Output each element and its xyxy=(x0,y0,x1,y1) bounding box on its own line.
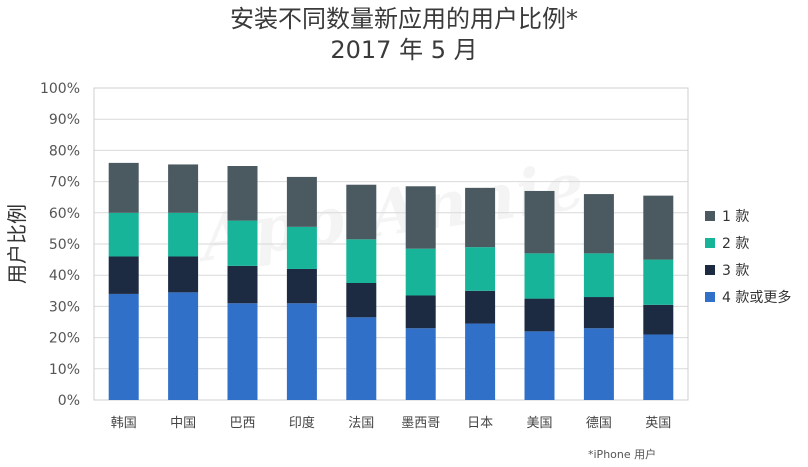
y-axis-label: 用户比例 xyxy=(5,204,29,284)
y-tick-label: 10% xyxy=(49,362,80,378)
x-tick-label: 巴西 xyxy=(229,416,255,431)
y-tick-label: 50% xyxy=(49,237,80,253)
x-tick-label: 墨西哥 xyxy=(401,416,440,431)
bar-segment xyxy=(524,298,555,332)
y-tick-label: 30% xyxy=(49,299,80,315)
bar-segment xyxy=(583,253,614,298)
legend-swatch xyxy=(705,265,715,275)
bar-segment xyxy=(227,303,258,400)
bar-segment xyxy=(108,162,139,213)
legend-label: 3 款 xyxy=(722,263,749,279)
bar-segment xyxy=(643,334,674,400)
bar-segment xyxy=(168,164,199,213)
bar-segment xyxy=(524,253,555,299)
bar-segment xyxy=(405,328,436,400)
bar-segment xyxy=(227,220,258,266)
bar-segment xyxy=(168,256,199,293)
y-tick-label: 80% xyxy=(49,143,80,159)
x-tick-label: 印度 xyxy=(289,415,315,431)
y-tick-label: 90% xyxy=(49,112,80,128)
x-tick-label: 日本 xyxy=(467,416,493,431)
bar-segment xyxy=(346,317,377,400)
legend-swatch xyxy=(705,292,715,302)
bar-segment xyxy=(405,295,436,329)
bar-segment xyxy=(465,247,496,291)
bar-segment xyxy=(346,184,377,240)
bar-segment xyxy=(168,212,199,257)
bar-segment xyxy=(405,248,436,296)
bar-segment xyxy=(465,323,496,400)
legend-label: 2 款 xyxy=(722,236,749,252)
bar-segment xyxy=(286,303,317,400)
chart-title-line1: 安装不同数量新应用的用户比例* xyxy=(230,5,578,33)
y-tick-label: 70% xyxy=(49,175,80,191)
bar-segment xyxy=(286,226,317,269)
bar-segment xyxy=(643,259,674,305)
bar-segment xyxy=(583,328,614,400)
y-tick-label: 60% xyxy=(49,206,80,222)
bar-segment xyxy=(465,290,496,324)
y-tick-label: 40% xyxy=(49,268,80,284)
y-tick-label: 20% xyxy=(49,331,80,347)
bar-segment xyxy=(286,176,317,227)
legend-label: 4 款或更多 xyxy=(722,289,791,306)
bar-segment xyxy=(583,194,614,254)
footnote: *iPhone 用户 xyxy=(588,448,657,461)
chart-title-line2: 2017 年 5 月 xyxy=(330,36,478,64)
bar-segment xyxy=(524,331,555,400)
x-tick-label: 美国 xyxy=(526,416,552,431)
bar-segment xyxy=(346,283,377,318)
bar-segment xyxy=(346,239,377,283)
x-tick-label: 韩国 xyxy=(111,416,137,431)
chart-title: 安装不同数量新应用的用户比例* 2017 年 5 月 xyxy=(0,4,808,66)
bar-segment xyxy=(583,297,614,329)
y-tick-label: 0% xyxy=(58,393,80,409)
bar-segment xyxy=(286,268,317,304)
bar-segment xyxy=(465,187,496,248)
bar-segment xyxy=(168,292,199,400)
bar-segment xyxy=(108,293,139,400)
plot-frame xyxy=(93,87,689,401)
bar-segment xyxy=(227,166,258,221)
bar-segment xyxy=(643,195,674,260)
x-tick-label: 法国 xyxy=(348,416,374,431)
bar-segment xyxy=(524,190,555,254)
bar-segment xyxy=(227,265,258,304)
bar-segment xyxy=(108,212,139,257)
y-tick-label: 100% xyxy=(40,81,80,97)
legend-swatch xyxy=(705,211,715,221)
x-tick-label: 中国 xyxy=(170,416,196,431)
legend-swatch xyxy=(705,238,715,248)
bar-segment xyxy=(108,256,139,294)
x-tick-label: 德国 xyxy=(586,416,612,431)
bar-segment xyxy=(405,186,436,249)
bar-segment xyxy=(643,304,674,335)
legend-label: 1 款 xyxy=(722,209,749,225)
x-tick-label: 英国 xyxy=(645,416,671,431)
